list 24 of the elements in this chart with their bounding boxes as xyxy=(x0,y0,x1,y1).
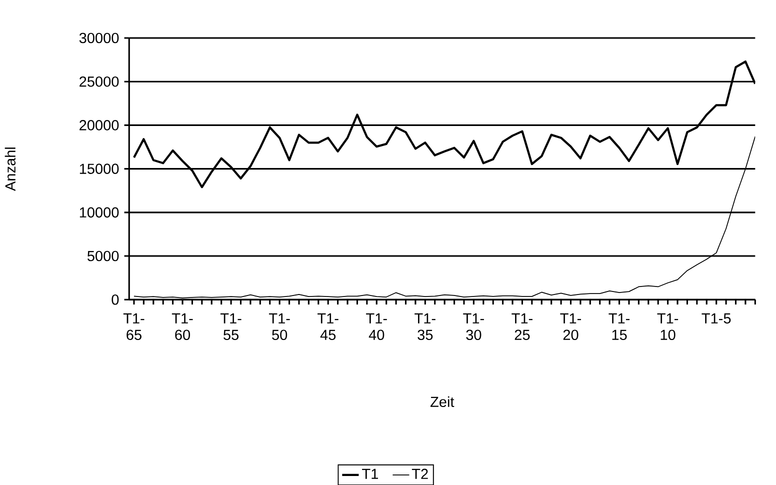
legend-label: T1 xyxy=(362,468,378,479)
y-tick-label: 0 xyxy=(112,294,119,305)
y-tick-label: 10000 xyxy=(80,207,119,218)
y-tick-label: 20000 xyxy=(80,120,119,130)
y-axis-title: Anzahl xyxy=(4,147,16,191)
x-tick-label: T1-30 xyxy=(463,313,484,340)
x-tick-label: T1-35 xyxy=(414,313,436,340)
y-tick-label: 5000 xyxy=(87,250,119,261)
x-tick-label: T1-25 xyxy=(512,313,532,340)
y-tick-label: 15000 xyxy=(80,163,119,174)
x-tick-label: T1-10 xyxy=(657,313,678,340)
x-tick-label: T1-65 xyxy=(123,313,144,340)
x-tick-label: T1-40 xyxy=(366,313,387,340)
x-tick-label: T1-15 xyxy=(608,313,630,340)
x-tick-label: T1-50 xyxy=(268,313,290,340)
y-tick-label: 25000 xyxy=(80,76,119,87)
x-tick-label: T1-20 xyxy=(560,313,582,340)
x-tick-label: T1-60 xyxy=(172,313,193,340)
x-axis-title: Zeit xyxy=(430,396,454,407)
y-tick-label: 30000 xyxy=(79,32,119,43)
x-tick-label: T1-45 xyxy=(318,313,338,340)
legend-label: T2 xyxy=(412,468,428,479)
x-tick-label: T1-55 xyxy=(220,313,242,340)
x-tick-label: T1-5 xyxy=(702,313,731,324)
